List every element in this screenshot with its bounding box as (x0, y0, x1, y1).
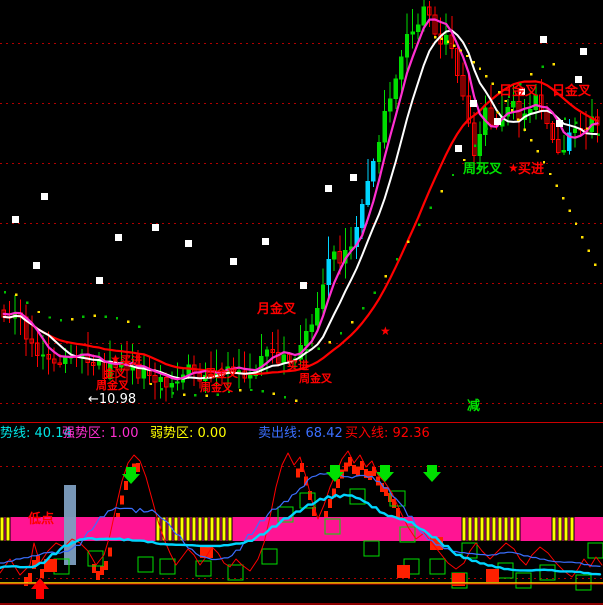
anno-ri-jincha-1: 日金叉 (499, 84, 539, 99)
status-item-trend-line[interactable]: 势线: 40.14 (0, 426, 72, 442)
anno-zhou-jincha-3: 周金叉 (200, 381, 233, 394)
anno-maijin-1: 买进 (287, 359, 309, 372)
status-item-sell-line[interactable]: 卖出线: 68.42 (258, 426, 343, 442)
candlestick-layer (1, 0, 600, 402)
main-price-chart[interactable]: ←10.98 月金叉 金叉 周金叉 周金叉 周金叉 周金叉 买进 周死叉 买进 日金叉 日金叉 买进减… (0, 0, 603, 420)
anno-yue-jincha-1: 月金叉 (257, 302, 297, 317)
star-buy-2: ★ (508, 161, 519, 175)
gridline (0, 403, 603, 404)
status-label-buy-line: 买入线: (345, 426, 393, 441)
window-bottom-border (0, 603, 603, 605)
status-value-buy-line: 92.36 (392, 426, 430, 441)
status-value-strong-zone: 1.00 (109, 426, 139, 441)
anno-di-dian: 低点 (28, 512, 55, 527)
oscillator-layer (0, 450, 603, 599)
anno-jian: 减 (467, 399, 481, 414)
status-value-weak-zone: 0.00 (197, 426, 227, 441)
status-value-sell-line: 68.42 (305, 426, 343, 441)
anno-zhou-jincha-4: 周金叉 (299, 372, 332, 385)
indicator-parameter-bar[interactable]: 势线: 40.14 强势区: 1.00 弱势区: 0.00 卖出线: 68.42 买入线… (0, 422, 603, 448)
gridline (0, 578, 603, 579)
gridline (0, 223, 603, 224)
status-item-buy-line[interactable]: 买入线: 92.36 (345, 426, 430, 442)
anno-zhou-jincha-2: 周金叉 (205, 367, 238, 380)
price-callout: ←10.98 (88, 392, 137, 407)
status-label-trend-line: 势线: (0, 426, 35, 441)
gridline (0, 163, 603, 164)
anno-ri-jincha-2: 日金叉 (552, 84, 592, 99)
gridline (0, 43, 603, 44)
anno-jincha: 金叉 (104, 367, 126, 380)
status-item-strong-zone[interactable]: 强势区: 1.00 (62, 426, 138, 442)
anno-maijin-3: 买进 (120, 354, 142, 367)
anno-zhou-jincha-1: 周金叉 (96, 379, 129, 392)
sub-indicator-chart[interactable]: 低点 (0, 447, 603, 605)
status-label-weak-zone: 弱势区: (150, 426, 198, 441)
status-item-weak-zone[interactable]: 弱势区: 0.00 (150, 426, 226, 442)
anno-zhou-sicha: 周死叉 (463, 162, 503, 177)
star-buy-3: ★ (380, 324, 391, 338)
status-label-strong-zone: 强势区: (62, 426, 110, 441)
status-label-sell-line: 卖出线: (258, 426, 306, 441)
status-value-trend-line: 40.14 (34, 426, 72, 441)
star-buy-1: ★ (110, 352, 121, 366)
gridline (0, 343, 603, 344)
anno-maijin-2: 买进 (518, 162, 545, 177)
gridline (0, 103, 603, 104)
